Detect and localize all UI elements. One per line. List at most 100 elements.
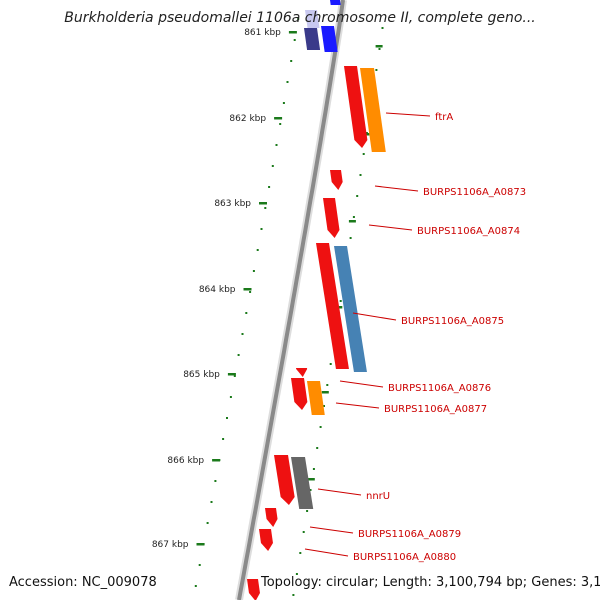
gene-blue-top-shape[interactable] <box>330 0 341 5</box>
gene-a0874-shape[interactable] <box>323 198 341 238</box>
topology-text: Topology: circular; Length: 3,100,794 bp… <box>261 575 600 590</box>
track-dot <box>194 585 197 587</box>
gene-blue-navy-shape[interactable] <box>304 28 321 50</box>
gene-a0875[interactable] <box>334 246 367 372</box>
track-dot <box>297 18 300 20</box>
track-dot <box>233 375 236 377</box>
track-dot <box>319 426 322 428</box>
gene-blue[interactable] <box>321 26 338 52</box>
track-dot <box>299 552 302 554</box>
track-dot <box>264 207 267 209</box>
gene-red-long-shape[interactable] <box>316 243 349 369</box>
gene-blue-shape[interactable] <box>321 26 338 52</box>
gene-label[interactable]: BURPS1106A_A0875 <box>401 316 504 327</box>
track-dot <box>279 123 282 125</box>
outer-tick-mark <box>321 391 329 394</box>
kbp-tick-label: 862 kbp <box>229 114 266 124</box>
track-dot <box>260 228 263 230</box>
gene-label[interactable]: BURPS1106A_A0879 <box>358 529 461 540</box>
gene-red-ftrA-adj[interactable] <box>344 66 369 148</box>
gene-a0879-shape[interactable] <box>265 508 279 527</box>
gene-blue-top[interactable] <box>330 0 341 5</box>
track-dot <box>229 396 232 398</box>
kbp-tick-label: 864 kbp <box>199 285 236 295</box>
gene-red-ftrA-adj-shape[interactable] <box>344 66 369 148</box>
track-dot <box>210 501 213 503</box>
track-dot <box>349 237 352 239</box>
kbp-tick-mark <box>274 117 283 120</box>
gene-a0880-shape[interactable] <box>259 529 274 551</box>
gene-a0879[interactable] <box>265 508 279 527</box>
gene-label[interactable]: BURPS1106A_A0876 <box>388 383 491 394</box>
gene-nnrU[interactable] <box>291 457 314 509</box>
gene-leader-line <box>339 380 384 388</box>
track-dot <box>375 69 378 71</box>
track-dot <box>286 81 289 83</box>
gene-lavender-shape[interactable] <box>305 10 320 28</box>
gene-label[interactable]: ftrA <box>435 112 453 123</box>
track-dot <box>306 510 309 512</box>
gene-a0877-shape[interactable] <box>307 381 325 415</box>
gene-a0874[interactable] <box>323 198 341 238</box>
gene-red-nnrU-adj[interactable] <box>274 455 296 505</box>
gene-red-877-adj[interactable] <box>291 378 308 410</box>
gene-a0873-shape[interactable] <box>330 170 344 190</box>
gene-red-877-adj-shape[interactable] <box>291 378 308 410</box>
gene-lavender[interactable] <box>305 10 320 28</box>
gene-ftrA[interactable] <box>360 68 386 152</box>
gene-leader-line <box>352 312 397 321</box>
gene-red-nnrU-adj-shape[interactable] <box>274 455 296 505</box>
gene-ftrA-shape[interactable] <box>360 68 386 152</box>
gene-a0875-shape[interactable] <box>334 246 367 372</box>
outer-tick-mark <box>375 45 383 48</box>
gene-label[interactable]: BURPS1106A_A0880 <box>353 552 456 563</box>
kbp-tick-label: 861 kbp <box>244 28 281 38</box>
backbone-line <box>237 0 345 600</box>
gene-a0877[interactable] <box>307 381 325 415</box>
track-dot <box>381 27 384 29</box>
track-dot <box>292 594 295 596</box>
gene-nnrU-shape[interactable] <box>291 457 314 509</box>
gene-a0880[interactable] <box>259 529 274 551</box>
gene-red-bottom-shape[interactable] <box>247 579 261 600</box>
outer-tick-mark <box>307 478 315 481</box>
gene-label[interactable]: BURPS1106A_A0873 <box>423 187 526 198</box>
gene-a0873[interactable] <box>330 170 344 190</box>
kbp-tick-label: 865 kbp <box>183 370 220 380</box>
track-dot <box>226 417 228 419</box>
track-dot <box>245 312 248 314</box>
track-dot <box>290 60 293 62</box>
gene-red-long[interactable] <box>316 243 349 369</box>
gene-red-bottom[interactable] <box>247 579 261 600</box>
kbp-tick-mark <box>288 31 297 34</box>
map-title: Burkholderia pseudomallei 1106a chromoso… <box>64 10 536 26</box>
track-dot <box>312 468 315 470</box>
track-dot <box>293 39 296 41</box>
track-dot <box>206 522 209 524</box>
gene-leader-line <box>304 548 349 557</box>
gene-leader-line <box>317 488 362 496</box>
track-dot <box>268 186 271 188</box>
track-dot <box>222 438 225 440</box>
track-dot <box>271 165 274 167</box>
gene-leader-line <box>368 224 413 231</box>
outer-tick-mark <box>348 220 356 223</box>
accession-text: Accession: NC_009078 <box>9 575 157 590</box>
gene-a0876[interactable] <box>296 368 308 377</box>
track-dot <box>339 300 342 302</box>
gene-label[interactable]: BURPS1106A_A0874 <box>417 226 520 237</box>
track-dot <box>295 573 298 575</box>
kbp-tick-mark <box>227 373 236 376</box>
kbp-tick-mark <box>259 202 267 205</box>
gene-label[interactable]: nnrU <box>366 491 390 502</box>
gene-label[interactable]: BURPS1106A_A0877 <box>384 404 487 415</box>
track-dot <box>326 384 329 386</box>
kbp-tick-mark <box>212 459 221 462</box>
kbp-tick-label: 866 kbp <box>167 456 204 466</box>
track-dot <box>275 144 278 146</box>
track-dot <box>323 405 325 407</box>
track-dot <box>198 564 201 566</box>
gene-a0876-shape[interactable] <box>296 368 308 377</box>
kbp-tick-label: 863 kbp <box>214 199 251 209</box>
gene-blue-navy[interactable] <box>304 28 321 50</box>
